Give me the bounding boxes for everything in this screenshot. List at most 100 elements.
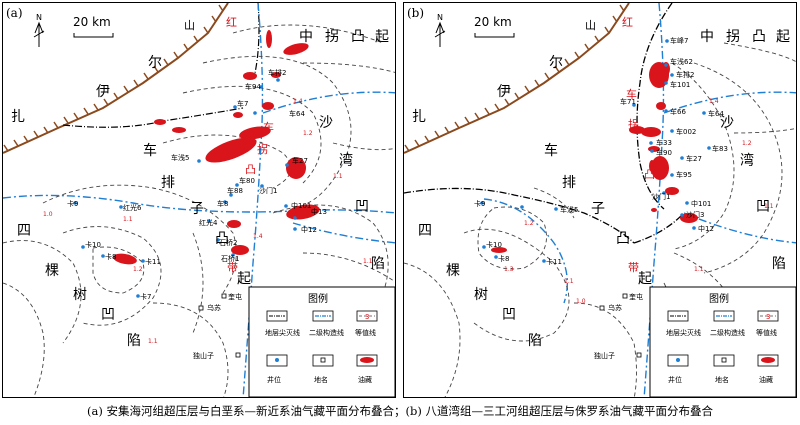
svg-text:沙: 沙 (319, 115, 333, 131)
svg-text:地层尖灭线: 地层尖灭线 (666, 328, 701, 337)
well-label: 卡9 (474, 199, 485, 208)
svg-text:1.1: 1.1 (694, 266, 704, 273)
svg-text:1.1: 1.1 (564, 278, 574, 285)
well-label: 中13 (311, 207, 327, 216)
svg-text:1.2: 1.2 (133, 266, 143, 273)
svg-text:二级构造线: 二级构造线 (309, 328, 344, 337)
north-arrow-icon: N (33, 13, 45, 47)
svg-text:油藏: 油藏 (759, 375, 773, 384)
well-label: 车8 (217, 199, 228, 208)
svg-text:1.4: 1.4 (709, 98, 719, 105)
legend-title: 图例 (709, 292, 729, 305)
well-label: 独山子 (193, 351, 214, 360)
well-label: 奎屯 (228, 292, 242, 301)
well-label: 车71 (620, 97, 636, 106)
svg-text:地名: 地名 (314, 375, 328, 384)
well-label: 车排2 (676, 70, 694, 79)
well-label: 车64 (289, 109, 305, 118)
svg-text:等值线: 等值线 (355, 328, 376, 337)
svg-text:山: 山 (184, 19, 195, 32)
svg-text:陷: 陷 (772, 256, 786, 272)
svg-text:1.2: 1.2 (524, 220, 534, 227)
structure-line (242, 3, 264, 397)
well-label: 车94 (245, 82, 261, 91)
svg-text:1.2: 1.2 (742, 140, 752, 147)
well-label: 车27 (292, 156, 308, 165)
svg-text:起: 起 (375, 29, 389, 45)
svg-text:凸: 凸 (245, 163, 256, 176)
svg-text:凹: 凹 (101, 307, 115, 323)
legend-contour: 3 等值线 (355, 310, 378, 337)
svg-text:凸: 凸 (351, 29, 365, 45)
well-label: 卡10 (486, 240, 502, 249)
panel-tag: (a) (6, 6, 23, 20)
figure-caption: (a) 安集海河组超压层与白垩系—新近系油气藏平面分布叠合；(b) 八道湾组—三… (87, 404, 713, 418)
svg-text:陷: 陷 (528, 333, 542, 349)
svg-text:伊: 伊 (497, 84, 511, 100)
legend-well: 井位 (266, 354, 288, 384)
well-label: 中101 (691, 199, 711, 208)
svg-text:山: 山 (585, 19, 596, 32)
svg-text:油藏: 油藏 (358, 375, 372, 384)
svg-text:沙: 沙 (720, 115, 734, 131)
well-label: 卡9 (67, 199, 78, 208)
well-label: 车64 (708, 109, 724, 118)
svg-text:3: 3 (365, 313, 369, 321)
structure-line (643, 3, 665, 397)
svg-text:车: 车 (143, 142, 157, 159)
svg-text:二级构造线: 二级构造线 (710, 328, 745, 337)
place-markers (198, 293, 241, 358)
svg-text:尔: 尔 (148, 55, 162, 71)
panel-tag: (b) (407, 6, 424, 20)
svg-text:中: 中 (299, 29, 313, 45)
svg-text:地名: 地名 (715, 375, 729, 384)
svg-text:1.4: 1.4 (293, 98, 303, 105)
svg-text:20 km: 20 km (474, 15, 512, 29)
well-dots (480, 39, 711, 263)
svg-text:湾: 湾 (740, 152, 754, 169)
place-markers (599, 293, 642, 358)
svg-text:陷: 陷 (371, 256, 385, 272)
well-label: 沙门1 (652, 192, 670, 201)
well-label: 车95 (676, 170, 692, 179)
well-label: 独山子 (594, 351, 615, 360)
svg-text:扎: 扎 (412, 109, 426, 125)
structure-line (292, 222, 395, 244)
svg-text:1.1: 1.1 (764, 203, 774, 210)
svg-text:凹: 凹 (502, 307, 516, 323)
svg-text:中: 中 (700, 29, 714, 45)
well-label: 车88 (227, 186, 243, 195)
svg-text:拐: 拐 (726, 29, 740, 45)
svg-text:车: 车 (626, 87, 637, 101)
well-label: 车90 (656, 148, 672, 157)
mountain-hatch (3, 4, 224, 152)
svg-text:1.1: 1.1 (148, 338, 158, 345)
svg-text:棵: 棵 (446, 263, 460, 279)
svg-text:带: 带 (227, 261, 238, 274)
svg-text:凸: 凸 (616, 231, 630, 247)
well-label: 卡7 (140, 292, 151, 301)
svg-text:起: 起 (638, 271, 652, 287)
pinchout-line (62, 107, 244, 128)
svg-text:尔: 尔 (549, 55, 563, 71)
contour-values: 1.4 1.2 1.1 1.2 1.3 1.1 1.1 1.0 (504, 98, 774, 305)
well-label: 沙门3 (686, 210, 704, 219)
legend-pinchout: 地层尖灭线 (265, 310, 300, 337)
svg-text:凹: 凹 (355, 199, 369, 215)
legend: 图例 地层尖灭线 二级构造线 3 等值线 井位 地名 (649, 286, 796, 397)
svg-text:N: N (437, 13, 443, 22)
contour-values: 1.4 1.2 1.1 1.1 1.2 1.4 1.1 1.1 1.0 (43, 98, 373, 345)
svg-text:凸: 凸 (644, 168, 655, 181)
well-label: 车7 (237, 99, 248, 108)
legend-place: 地名 (713, 354, 735, 384)
svg-text:拐: 拐 (257, 142, 268, 156)
legend-reservoir: 油藏 (356, 354, 378, 384)
well-label: 中101 (291, 201, 311, 210)
svg-text:1.3: 1.3 (504, 266, 514, 273)
well-label: 卡11 (145, 257, 161, 266)
svg-text:等值线: 等值线 (756, 328, 777, 337)
scale-bar: 20 km (73, 15, 114, 38)
well-label: 车浅5 (560, 205, 578, 214)
svg-text:凹: 凹 (756, 199, 770, 215)
well-label: 车浅62 (670, 57, 693, 66)
